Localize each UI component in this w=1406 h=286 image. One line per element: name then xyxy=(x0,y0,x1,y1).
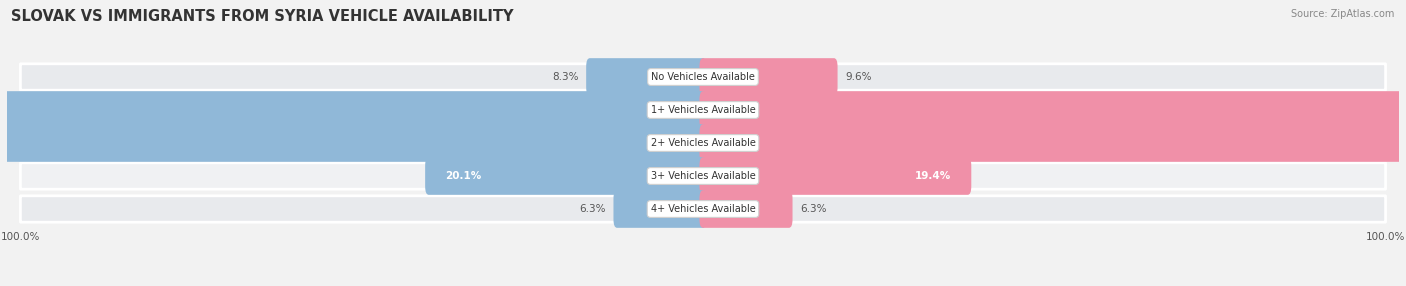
Text: 6.3%: 6.3% xyxy=(579,204,606,214)
FancyBboxPatch shape xyxy=(21,196,1385,222)
Text: 1+ Vehicles Available: 1+ Vehicles Available xyxy=(651,105,755,115)
Text: 6.3%: 6.3% xyxy=(800,204,827,214)
Text: No Vehicles Available: No Vehicles Available xyxy=(651,72,755,82)
FancyBboxPatch shape xyxy=(21,163,1385,189)
FancyBboxPatch shape xyxy=(21,97,1385,123)
Text: 20.1%: 20.1% xyxy=(446,171,481,181)
FancyBboxPatch shape xyxy=(699,124,1406,162)
FancyBboxPatch shape xyxy=(0,91,707,129)
FancyBboxPatch shape xyxy=(699,157,972,195)
FancyBboxPatch shape xyxy=(613,190,707,228)
Text: 8.3%: 8.3% xyxy=(553,72,579,82)
Text: 9.6%: 9.6% xyxy=(845,72,872,82)
Text: Source: ZipAtlas.com: Source: ZipAtlas.com xyxy=(1291,9,1395,19)
FancyBboxPatch shape xyxy=(425,157,707,195)
Text: 19.4%: 19.4% xyxy=(915,171,952,181)
FancyBboxPatch shape xyxy=(0,124,707,162)
FancyBboxPatch shape xyxy=(21,130,1385,156)
FancyBboxPatch shape xyxy=(699,58,838,96)
FancyBboxPatch shape xyxy=(21,64,1385,90)
FancyBboxPatch shape xyxy=(699,190,793,228)
FancyBboxPatch shape xyxy=(586,58,707,96)
Text: 4+ Vehicles Available: 4+ Vehicles Available xyxy=(651,204,755,214)
Text: 2+ Vehicles Available: 2+ Vehicles Available xyxy=(651,138,755,148)
FancyBboxPatch shape xyxy=(699,91,1406,129)
Text: SLOVAK VS IMMIGRANTS FROM SYRIA VEHICLE AVAILABILITY: SLOVAK VS IMMIGRANTS FROM SYRIA VEHICLE … xyxy=(11,9,513,23)
Text: 3+ Vehicles Available: 3+ Vehicles Available xyxy=(651,171,755,181)
